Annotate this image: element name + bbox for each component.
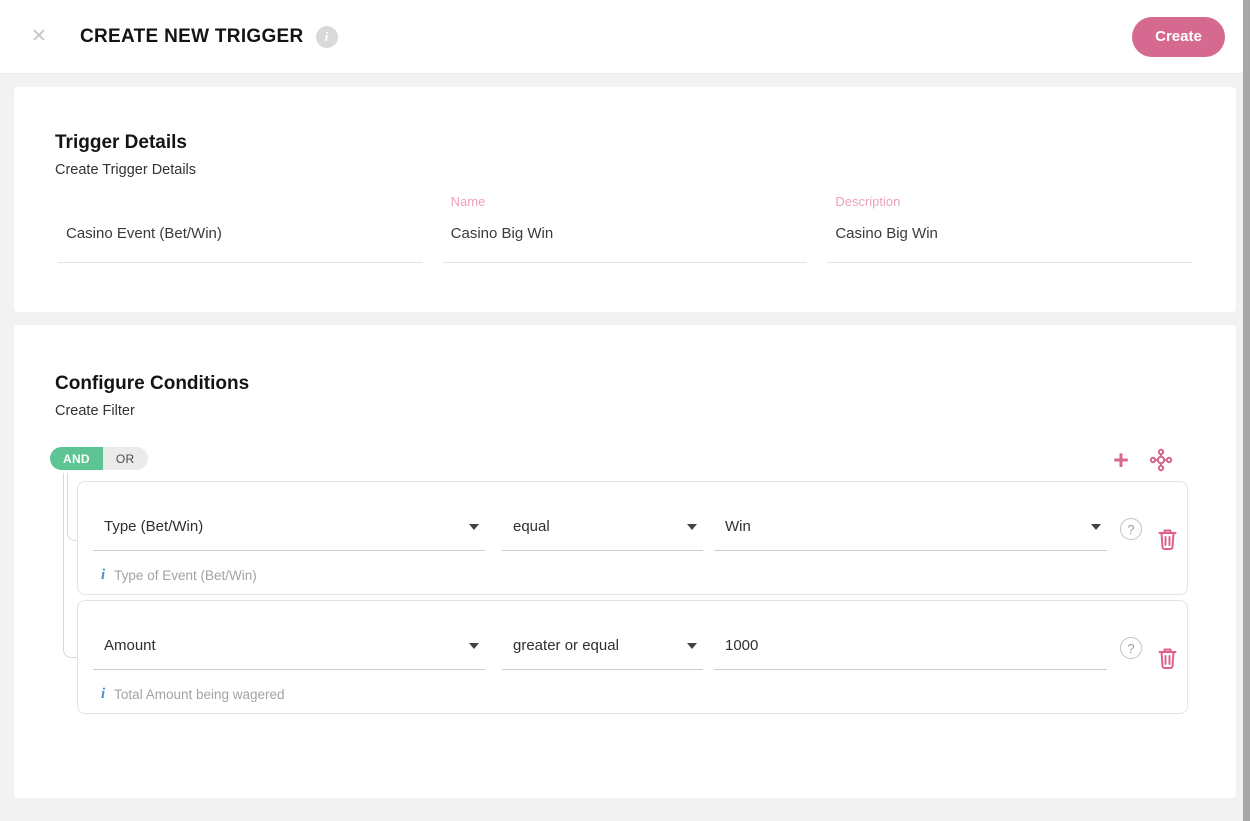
condition-row-1-hint: i Type of Event (Bet/Win) bbox=[101, 567, 257, 584]
condition-row-2-fields: Amount greater or equal 1000 ? bbox=[93, 629, 1187, 675]
condition-row-1-fields: Type (Bet/Win) equal Win ? bbox=[93, 510, 1187, 556]
toggle-option-or[interactable]: OR bbox=[102, 447, 148, 470]
operator-select-2-value: greater or equal bbox=[513, 637, 619, 654]
toggle-option-and[interactable]: AND bbox=[50, 447, 103, 470]
trigger-details-subtitle: Create Trigger Details bbox=[55, 162, 197, 178]
name-label: Name bbox=[450, 194, 486, 209]
chevron-down-icon bbox=[687, 524, 697, 530]
operator-select-1[interactable]: equal bbox=[502, 510, 703, 551]
trash-icon bbox=[1158, 648, 1177, 669]
configure-conditions-card: Configure Conditions Create Filter AND O… bbox=[14, 325, 1236, 798]
trigger-details-card: Trigger Details Create Trigger Details C… bbox=[14, 87, 1236, 312]
scrollbar[interactable] bbox=[1243, 0, 1250, 821]
condition-rows: Type (Bet/Win) equal Win ? bbox=[77, 481, 1188, 714]
help-icon[interactable]: ? bbox=[1120, 637, 1142, 659]
and-or-toggle: AND OR bbox=[50, 447, 148, 470]
field-select-2[interactable]: Amount bbox=[93, 629, 485, 670]
condition-row-2-hint: i Total Amount being wagered bbox=[101, 686, 285, 703]
condition-row-2: Amount greater or equal 1000 ? bbox=[77, 600, 1188, 714]
field-select-1-value: Type (Bet/Win) bbox=[104, 518, 204, 535]
operator-select-1-value: equal bbox=[513, 518, 550, 535]
value-select-1[interactable]: Win bbox=[714, 510, 1107, 551]
conditions-title: Configure Conditions bbox=[55, 373, 250, 394]
help-icon[interactable]: ? bbox=[1120, 518, 1142, 540]
description-field: Description Casino Big Win bbox=[827, 192, 1193, 263]
dialog-header: ✕ CREATE NEW TRIGGER i Create bbox=[0, 0, 1250, 74]
hint-text: Total Amount being wagered bbox=[114, 687, 285, 702]
plus-icon: + bbox=[1113, 445, 1129, 475]
condition-toolbar: + bbox=[1109, 445, 1173, 475]
chevron-down-icon bbox=[687, 643, 697, 649]
field-select-1[interactable]: Type (Bet/Win) bbox=[93, 510, 485, 551]
conditions-subtitle: Create Filter bbox=[55, 403, 135, 419]
condition-row-1: Type (Bet/Win) equal Win ? bbox=[77, 481, 1188, 595]
info-icon[interactable]: i bbox=[315, 25, 338, 48]
chevron-down-icon bbox=[1091, 524, 1101, 530]
add-group-icon[interactable] bbox=[1149, 448, 1173, 472]
field-select-2-value: Amount bbox=[104, 637, 156, 654]
hint-info-icon: i bbox=[101, 567, 106, 583]
hint-info-icon: i bbox=[101, 686, 106, 702]
delete-condition-2-button[interactable] bbox=[1157, 647, 1178, 675]
page-title: CREATE NEW TRIGGER bbox=[80, 25, 304, 47]
value-input-2[interactable]: 1000 bbox=[714, 629, 1107, 670]
chevron-down-icon bbox=[469, 643, 479, 649]
conditions-heading-wrap: Configure Conditions Create Filter bbox=[14, 371, 1236, 421]
add-condition-icon[interactable]: + bbox=[1109, 445, 1133, 475]
tree-connector-row2 bbox=[63, 473, 77, 658]
dialog-body: Trigger Details Create Trigger Details C… bbox=[0, 74, 1250, 798]
trash-icon bbox=[1158, 529, 1177, 550]
trigger-details-fields: Casino Event (Bet/Win) Name Casino Big W… bbox=[55, 192, 1193, 263]
event-type-label bbox=[58, 192, 423, 212]
delete-condition-1-button[interactable] bbox=[1157, 528, 1178, 556]
trigger-details-title: Trigger Details bbox=[55, 132, 187, 153]
value-select-1-value: Win bbox=[725, 518, 751, 535]
chevron-down-icon bbox=[469, 524, 479, 530]
name-field: Name Casino Big Win bbox=[442, 192, 808, 263]
hint-text: Type of Event (Bet/Win) bbox=[114, 568, 257, 583]
operator-select-2[interactable]: greater or equal bbox=[502, 629, 703, 670]
close-icon[interactable]: ✕ bbox=[31, 25, 47, 47]
description-input[interactable]: Casino Big Win bbox=[827, 212, 1193, 263]
create-button[interactable]: Create bbox=[1132, 16, 1225, 57]
value-input-2-value: 1000 bbox=[725, 637, 759, 654]
event-type-value[interactable]: Casino Event (Bet/Win) bbox=[58, 212, 423, 263]
event-type-field: Casino Event (Bet/Win) bbox=[58, 192, 423, 263]
tree-connector-row1 bbox=[67, 473, 77, 541]
name-input[interactable]: Casino Big Win bbox=[442, 212, 808, 263]
description-label: Description bbox=[835, 194, 901, 209]
